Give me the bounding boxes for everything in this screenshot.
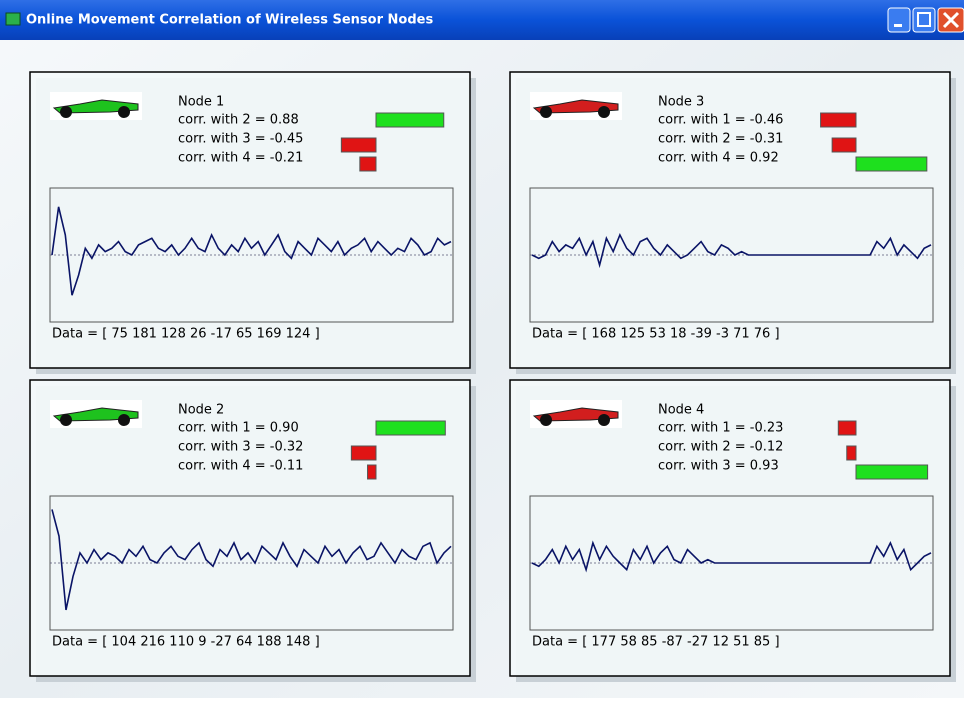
correlation-text: corr. with 1 = -0.46 (658, 113, 783, 128)
correlation-bar (821, 113, 856, 127)
correlation-text: corr. with 1 = 0.90 (178, 421, 299, 436)
car-icon (530, 92, 622, 120)
correlation-text: corr. with 3 = -0.32 (178, 440, 303, 455)
correlation-text: corr. with 4 = -0.21 (178, 151, 303, 166)
correlation-bar (832, 138, 856, 152)
correlation-text: corr. with 2 = -0.31 (658, 132, 783, 147)
node-title: Node 4 (658, 403, 704, 418)
minimize-button[interactable] (888, 8, 910, 32)
car-wheel (60, 106, 72, 118)
car-icon (50, 92, 142, 120)
car-wheel (118, 414, 130, 426)
car-wheel (540, 414, 552, 426)
data-text: Data = [ 177 58 85 -87 -27 12 51 85 ] (532, 635, 780, 650)
correlation-bar (341, 138, 376, 152)
node-title: Node 1 (178, 95, 224, 110)
minimize-glyph (894, 24, 902, 27)
correlation-bar (838, 421, 856, 435)
node-panel: Node 1 corr. with 2 = 0.88 corr. with 3 = … (30, 72, 476, 374)
correlation-bar (847, 446, 856, 460)
window-title: Online Movement Correlation of Wireless … (26, 13, 433, 28)
car-wheel (60, 414, 72, 426)
correlation-text: corr. with 2 = -0.12 (658, 440, 783, 455)
correlation-text: corr. with 3 = -0.45 (178, 132, 303, 147)
correlation-bar (376, 113, 444, 127)
car-wheel (598, 414, 610, 426)
correlation-text: corr. with 4 = -0.11 (178, 459, 303, 474)
maximize-button[interactable] (913, 8, 935, 32)
car-wheel (598, 106, 610, 118)
window: Online Movement Correlation of Wireless … (0, 0, 964, 698)
data-text: Data = [ 168 125 53 18 -39 -3 71 76 ] (532, 327, 780, 342)
correlation-text: corr. with 2 = 0.88 (178, 113, 299, 128)
correlation-bar (368, 465, 376, 479)
data-text: Data = [ 75 181 128 26 -17 65 169 124 ] (52, 327, 320, 342)
correlation-bar (351, 446, 376, 460)
correlation-text: corr. with 3 = 0.93 (658, 459, 779, 474)
correlation-text: corr. with 4 = 0.92 (658, 151, 779, 166)
app-icon (6, 13, 20, 25)
node-title: Node 3 (658, 95, 704, 110)
node-title: Node 2 (178, 403, 224, 418)
car-wheel (540, 106, 552, 118)
node-panel: Node 3 corr. with 1 = -0.46 corr. with 2 =… (510, 72, 956, 374)
page: Online Movement Correlation of Wireless … (0, 0, 964, 698)
node-panel: Node 2 corr. with 1 = 0.90 corr. with 3 = … (30, 380, 476, 682)
node-panel: Node 4 corr. with 1 = -0.23 corr. with 2 =… (510, 380, 956, 682)
car-icon (50, 400, 142, 428)
car-wheel (118, 106, 130, 118)
correlation-bar (856, 157, 927, 171)
correlation-bar (360, 157, 376, 171)
car-icon (530, 400, 622, 428)
correlation-bar (376, 421, 445, 435)
data-text: Data = [ 104 216 110 9 -27 64 188 148 ] (52, 635, 320, 650)
correlation-bar (856, 465, 928, 479)
correlation-text: corr. with 1 = -0.23 (658, 421, 783, 436)
